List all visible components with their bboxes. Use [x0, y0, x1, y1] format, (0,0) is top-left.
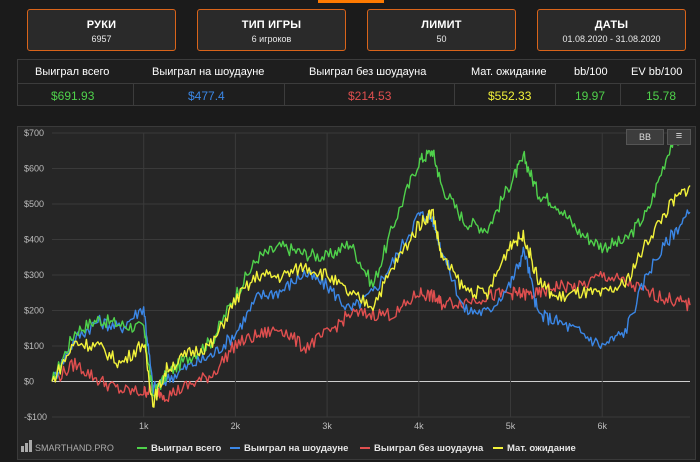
- card-hands-value: 6957: [91, 34, 112, 44]
- stats-value-bb100: 19.97: [575, 89, 606, 103]
- chart-legend: Выиграл всего Выиграл на шоудауне Выиграл …: [137, 443, 576, 454]
- y-tick-label: $500: [24, 199, 44, 209]
- card-limit-value: 50: [436, 34, 447, 44]
- series-ev-line: [51, 185, 691, 408]
- stats-value-non-showdown: $214.53: [348, 89, 392, 103]
- stats-col-divider: [133, 84, 134, 106]
- stats-col-divider: [555, 84, 556, 106]
- legend-label: Выиграл всего: [151, 443, 222, 454]
- card-hands[interactable]: РУКИ 6957: [27, 9, 176, 51]
- x-tick-label: 6k: [597, 421, 607, 431]
- series-total-line: [51, 132, 691, 400]
- stats-header-showdown: Выиграл на шоудауне: [152, 66, 265, 78]
- stats-header-ev: Мат. ожидание: [471, 66, 547, 78]
- stats-col-divider: [454, 84, 455, 106]
- brand-logo: SMARTHAND.PRO: [21, 440, 114, 453]
- top-accent-line: [318, 0, 384, 3]
- stats-value-total: $691.93: [51, 89, 95, 103]
- y-tick-label: $300: [24, 270, 44, 280]
- stats-header-total: Выиграл всего: [35, 66, 110, 78]
- stats-table: Выиграл всего Выиграл на шоудауне Выигра…: [17, 59, 696, 106]
- x-tick-label: 3k: [322, 421, 332, 431]
- brand-name: SMARTHAND.PRO: [35, 443, 114, 453]
- y-tick-label: $100: [24, 341, 44, 351]
- x-axis-ticks: 1k 2k 3k 4k 5k 6k: [139, 421, 608, 431]
- y-tick-label: $400: [24, 235, 44, 245]
- legend-item-non-showdown[interactable]: Выиграл без шоудауна: [360, 443, 484, 454]
- stats-value-showdown: $477.4: [188, 89, 225, 103]
- card-limit[interactable]: ЛИМИТ 50: [367, 9, 516, 51]
- stats-header-non-showdown: Выиграл без шоудауна: [309, 66, 427, 78]
- card-game-type[interactable]: ТИП ИГРЫ 6 игроков: [197, 9, 346, 51]
- stats-col-divider: [620, 84, 621, 106]
- chart-grid: [52, 132, 690, 418]
- bb-toggle-button[interactable]: BB: [626, 129, 664, 145]
- x-tick-label: 4k: [414, 421, 424, 431]
- y-tick-label: $700: [24, 128, 44, 138]
- chart-series: [51, 132, 691, 408]
- card-game-type-title: ТИП ИГРЫ: [241, 19, 302, 31]
- stats-value-ev-bb100: 15.78: [646, 89, 677, 103]
- x-tick-label: 2k: [231, 421, 241, 431]
- legend-label: Выиграл на шоудауне: [244, 443, 348, 454]
- series-showdown-line: [51, 209, 691, 395]
- legend-item-showdown[interactable]: Выиграл на шоудауне: [230, 443, 348, 454]
- menu-icon[interactable]: ≡: [667, 129, 691, 145]
- card-dates-title: ДАТЫ: [594, 19, 629, 31]
- y-tick-label: $200: [24, 306, 44, 316]
- x-tick-label: 1k: [139, 421, 149, 431]
- card-game-type-value: 6 игроков: [251, 34, 292, 44]
- x-tick-label: 5k: [506, 421, 516, 431]
- stats-divider: [18, 83, 695, 84]
- brand-logo-bar: [25, 443, 28, 452]
- legend-label: Мат. ожидание: [507, 443, 576, 454]
- card-dates[interactable]: ДАТЫ 01.08.2020 - 31.08.2020: [537, 9, 686, 51]
- y-axis-ticks: -$100 $0 $100 $200 $300 $400 $500 $600 $700: [24, 128, 47, 422]
- y-tick-label: $0: [24, 377, 34, 387]
- stats-header-bb100: bb/100: [574, 66, 608, 78]
- brand-logo-bar: [29, 440, 32, 452]
- y-tick-label: $600: [24, 164, 44, 174]
- legend-label: Выиграл без шоудауна: [374, 443, 484, 454]
- legend-item-ev[interactable]: Мат. ожидание: [493, 443, 576, 454]
- card-hands-title: РУКИ: [86, 19, 117, 31]
- y-tick-label: -$100: [24, 412, 47, 422]
- card-dates-value: 01.08.2020 - 31.08.2020: [562, 34, 661, 44]
- brand-logo-bar: [21, 446, 24, 452]
- stats-col-divider: [284, 84, 285, 106]
- legend-item-total[interactable]: Выиграл всего: [137, 443, 222, 454]
- stats-header-ev-bb100: EV bb/100: [631, 66, 683, 78]
- card-limit-title: ЛИМИТ: [421, 19, 462, 31]
- stats-value-ev: $552.33: [488, 89, 532, 103]
